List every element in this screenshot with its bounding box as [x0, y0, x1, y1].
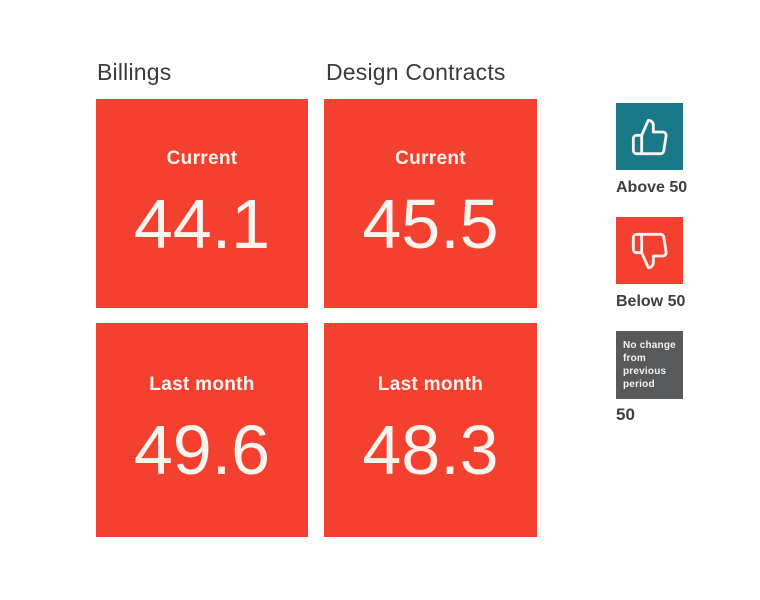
tile-billings-last-month: Last month 49.6	[96, 323, 308, 537]
legend-label-50: 50	[616, 405, 635, 424]
thumbs-up-icon	[631, 118, 668, 155]
legend: Above 50 Below 50 No change from previou…	[616, 103, 706, 424]
tile-label: Last month	[377, 374, 484, 395]
thumbs-down-icon	[631, 232, 668, 269]
legend-item-above-50: Above 50	[616, 103, 706, 197]
tile-billings-current: Current 44.1	[96, 99, 308, 308]
tile-value: 45.5	[362, 184, 499, 263]
tile-value: 48.3	[362, 411, 499, 489]
no-change-text: No change from previous period	[623, 340, 676, 390]
legend-swatch-above-50	[616, 103, 683, 170]
tile-label: Last month	[149, 374, 255, 395]
tile-value: 49.6	[133, 411, 271, 489]
legend-item-no-change: No change from previous period 50	[616, 331, 706, 424]
tile-design-contracts-current: Current 45.5	[324, 99, 537, 308]
no-change-box: No change from previous period	[616, 331, 683, 399]
column-header-design-contracts: Design Contracts	[326, 59, 506, 85]
column-header-billings: Billings	[97, 59, 172, 85]
legend-label-above-50: Above 50	[616, 179, 688, 196]
tile-label: Current	[166, 147, 238, 169]
tile-design-contracts-last-month: Last month 48.3	[324, 323, 537, 537]
tile-label: Current	[395, 147, 466, 169]
tile-value: 44.1	[133, 184, 271, 263]
legend-label-below-50: Below 50	[616, 293, 686, 310]
legend-item-below-50: Below 50	[616, 217, 706, 311]
legend-swatch-below-50	[616, 217, 683, 284]
